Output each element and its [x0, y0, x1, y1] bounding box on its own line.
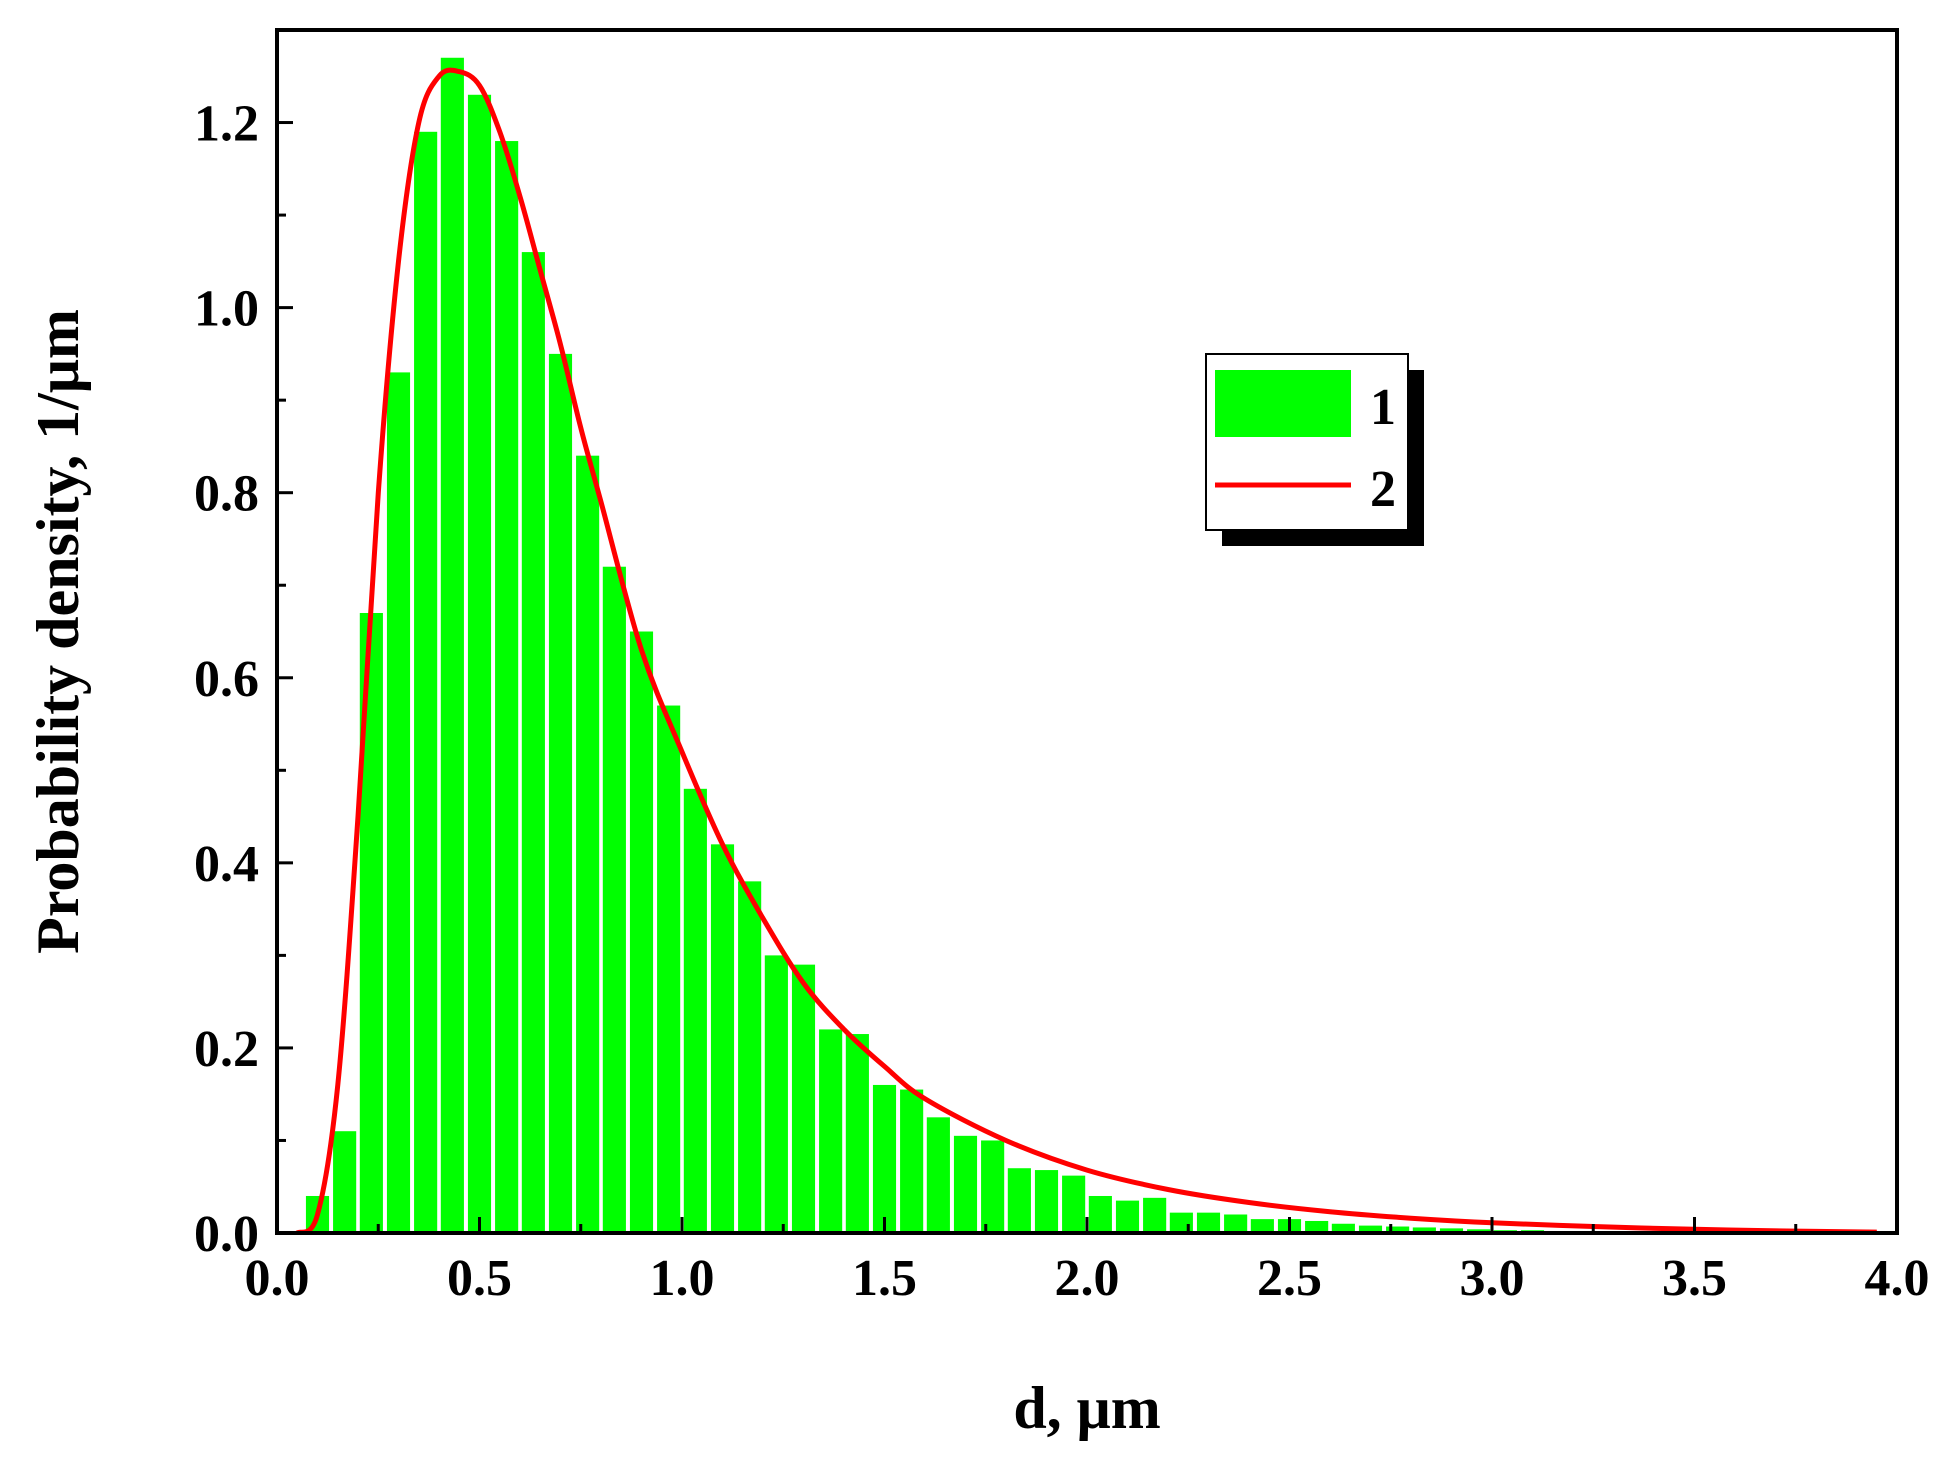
- histogram-bar: [845, 1034, 869, 1233]
- x-tick-label: 1.5: [852, 1250, 917, 1307]
- y-tick-label: 0.2: [194, 1021, 259, 1078]
- histogram-bar: [1196, 1212, 1221, 1233]
- histogram-bar: [386, 372, 411, 1233]
- plot-frame: [275, 28, 1899, 1235]
- histogram-bar: [872, 1084, 897, 1233]
- histogram-bar: [819, 1029, 843, 1233]
- histogram-bar: [900, 1089, 924, 1233]
- histogram-bar: [791, 964, 816, 1233]
- histogram-bar: [629, 631, 654, 1233]
- histogram-bar: [1062, 1175, 1086, 1233]
- histogram-bars: [305, 57, 1598, 1234]
- histogram-bar: [657, 705, 681, 1233]
- legend-label-series-2: 2: [1370, 461, 1396, 518]
- histogram-bar: [710, 844, 735, 1233]
- histogram-bar: [1143, 1197, 1167, 1233]
- histogram-bar: [414, 131, 438, 1233]
- histogram-bar: [981, 1140, 1005, 1233]
- histogram-bar: [1358, 1225, 1383, 1233]
- histogram-bar: [1224, 1214, 1248, 1233]
- histogram-bar: [1439, 1228, 1464, 1233]
- x-tick-label: 0.0: [245, 1250, 310, 1307]
- histogram-bar: [1115, 1200, 1140, 1233]
- y-tick-label: 1.2: [194, 96, 259, 153]
- histogram-bar: [359, 612, 383, 1233]
- histogram-bar: [926, 1117, 950, 1233]
- x-axis-title: d, μm: [1013, 1375, 1160, 1441]
- histogram-bar: [521, 252, 545, 1234]
- x-tick-label: 3.0: [1460, 1250, 1525, 1307]
- x-tick-label: 0.5: [447, 1250, 512, 1307]
- histogram-bar: [467, 94, 492, 1233]
- histogram-bar: [764, 955, 788, 1233]
- y-axis-ticks: 0.0 0.2 0.4 0.6 0.8 1.0 1.2: [194, 28, 293, 1263]
- y-tick-label: 1.0: [194, 281, 259, 338]
- y-axis-title: Probability density, 1/μm: [25, 309, 91, 954]
- histogram-bar: [1250, 1219, 1274, 1233]
- y-tick-label: 0.4: [194, 836, 259, 893]
- histogram-bar: [333, 1131, 357, 1233]
- histogram-bar: [1034, 1170, 1059, 1233]
- histogram-bar: [440, 57, 464, 1233]
- histogram-bar: [1412, 1227, 1436, 1233]
- legend-label-series-1: 1: [1370, 379, 1396, 436]
- series-2-fit-curve: [295, 67, 1877, 1236]
- y-tick-label: 0.6: [194, 651, 259, 708]
- histogram-bar: [602, 566, 626, 1233]
- legend: 1 2: [1205, 353, 1424, 546]
- histogram-bar: [495, 141, 519, 1234]
- x-tick-label: 4.0: [1865, 1250, 1930, 1307]
- histogram-bar: [1088, 1195, 1112, 1233]
- histogram-bar: [576, 455, 600, 1234]
- histogram-bar: [683, 788, 707, 1233]
- y-tick-label: 0.8: [194, 466, 259, 523]
- x-axis-ticks: 0.0 0.5 1.0 1.5 2.0 2.5 3.0 3.5 4.0: [245, 1217, 1930, 1307]
- histogram-bar: [738, 881, 762, 1233]
- histogram-bar: [953, 1135, 978, 1233]
- legend-swatch-series-1: [1215, 370, 1351, 437]
- x-tick-label: 2.0: [1055, 1250, 1120, 1307]
- histogram-bar: [1305, 1220, 1329, 1233]
- x-tick-label: 1.0: [650, 1250, 715, 1307]
- x-tick-label: 3.5: [1662, 1250, 1727, 1307]
- histogram-bar: [1386, 1226, 1410, 1233]
- histogram-bar: [1007, 1168, 1031, 1233]
- histogram-bar: [1331, 1223, 1355, 1233]
- x-tick-label: 2.5: [1257, 1250, 1322, 1307]
- histogram-bar: [548, 353, 573, 1233]
- y-tick-label: 0.0: [194, 1206, 259, 1263]
